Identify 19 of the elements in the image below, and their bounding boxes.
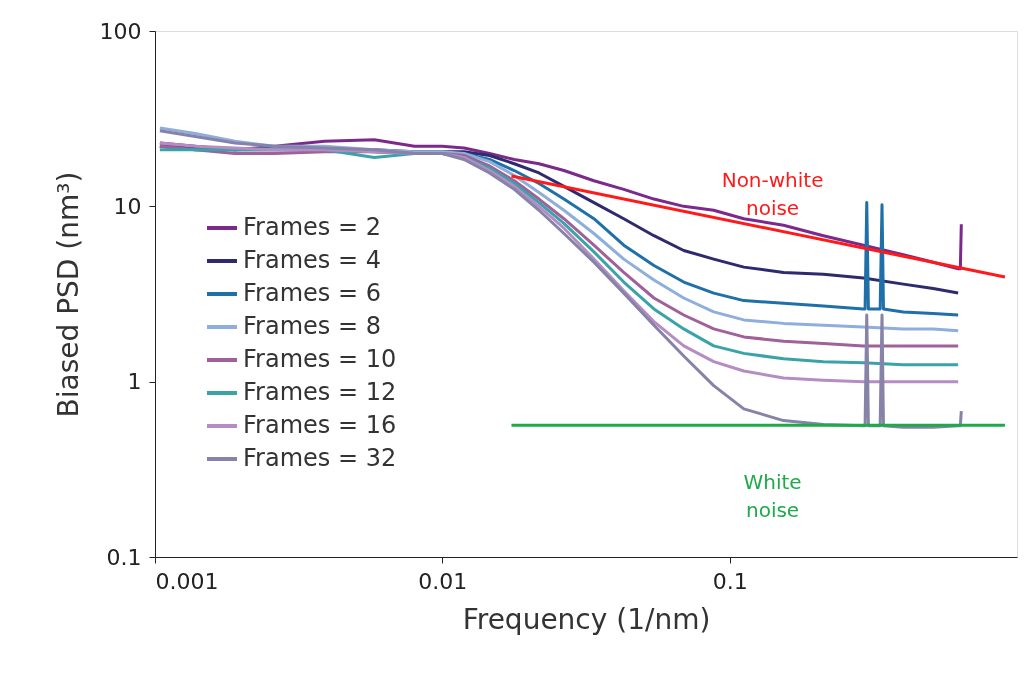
- y-axis-title: Biased PSD (nm³): [51, 171, 85, 418]
- legend-label: Frames = 8: [243, 312, 381, 340]
- x-tick-label: 0.001: [155, 568, 219, 594]
- legend-label: Frames = 32: [243, 444, 397, 472]
- legend-label: Frames = 16: [243, 411, 397, 439]
- x-axis-title: Frequency (1/nm): [462, 602, 711, 636]
- legend-label: Frames = 10: [243, 345, 397, 373]
- x-tick-label: 0.1: [712, 568, 748, 594]
- annotation: White noise: [743, 470, 802, 523]
- y-tick-label: 10: [113, 193, 142, 219]
- y-tick-label: 1: [127, 369, 142, 395]
- y-tick-label: 100: [99, 18, 142, 44]
- y-tick-label: 0.1: [106, 544, 142, 570]
- x-tick-label: 0.01: [418, 568, 468, 594]
- legend-label: Frames = 2: [243, 213, 381, 241]
- annotation: Non-white noise: [721, 168, 824, 221]
- legend-label: Frames = 12: [243, 378, 397, 406]
- legend-label: Frames = 6: [243, 279, 381, 307]
- legend-label: Frames = 4: [243, 246, 381, 274]
